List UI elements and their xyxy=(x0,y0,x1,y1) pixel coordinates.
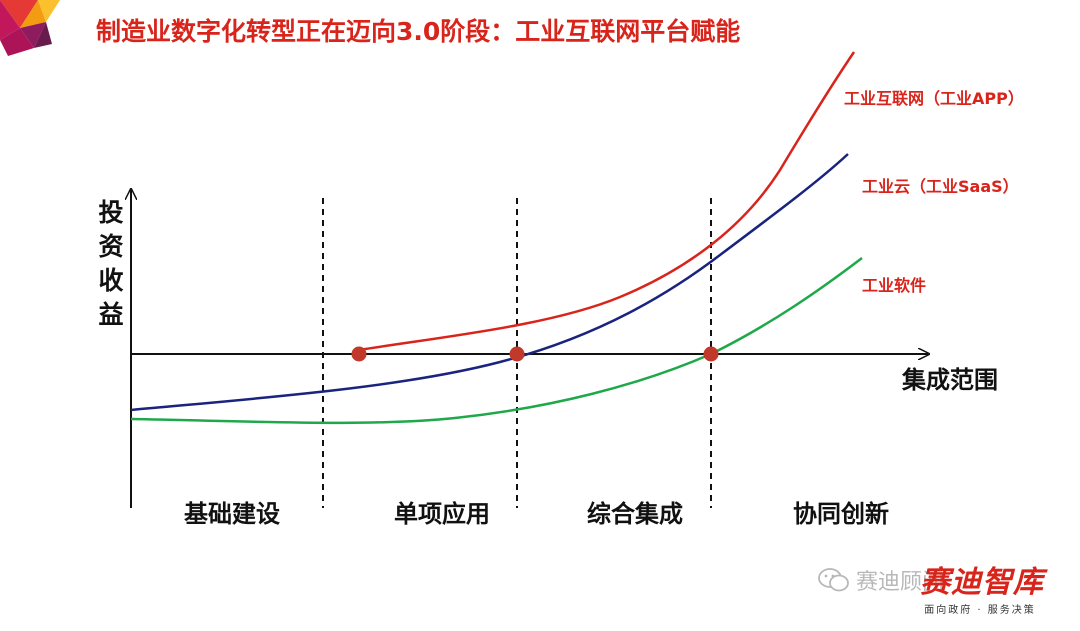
stage-label-single-application: 单项应用 xyxy=(394,500,490,528)
brand-name: 赛迪智库 xyxy=(920,565,1044,600)
stage-marker-3 xyxy=(703,346,719,362)
industrial-internet-curve xyxy=(358,51,856,352)
stage-label-infrastructure: 基础建设 xyxy=(184,500,280,528)
stage-label-collaborative-innovation: 协同创新 xyxy=(793,500,889,528)
curve-label-industrial-internet: 工业互联网（工业APP） xyxy=(844,89,1024,108)
stage-label-integration: 综合集成 xyxy=(587,500,683,528)
x-axis-label: 集成范围 xyxy=(902,366,998,394)
industrial-cloud-curve xyxy=(130,153,849,412)
stage-marker-1 xyxy=(351,346,367,362)
wechat-watermark: 赛迪顾问 xyxy=(818,564,944,596)
brand-logo: 赛迪智库 面向政府 · 服务决策 xyxy=(920,565,1044,617)
corner-logo-shapes xyxy=(0,0,60,56)
page-title: 制造业数字化转型正在迈向3.0阶段：工业互联网平台赋能 xyxy=(96,17,741,46)
curve-label-industrial-software: 工业软件 xyxy=(862,276,927,295)
stage-marker-2 xyxy=(509,346,525,362)
watermark-text: 赛迪顾问 xyxy=(856,570,945,595)
industrial-software-curve xyxy=(130,257,863,425)
curve-label-industrial-cloud: 工业云（工业SaaS） xyxy=(862,177,1019,196)
brand-slogan: 面向政府 · 服务决策 xyxy=(924,605,1036,616)
y-axis-label: 投 资 收 益 xyxy=(98,198,124,329)
wechat-icon xyxy=(818,568,849,592)
